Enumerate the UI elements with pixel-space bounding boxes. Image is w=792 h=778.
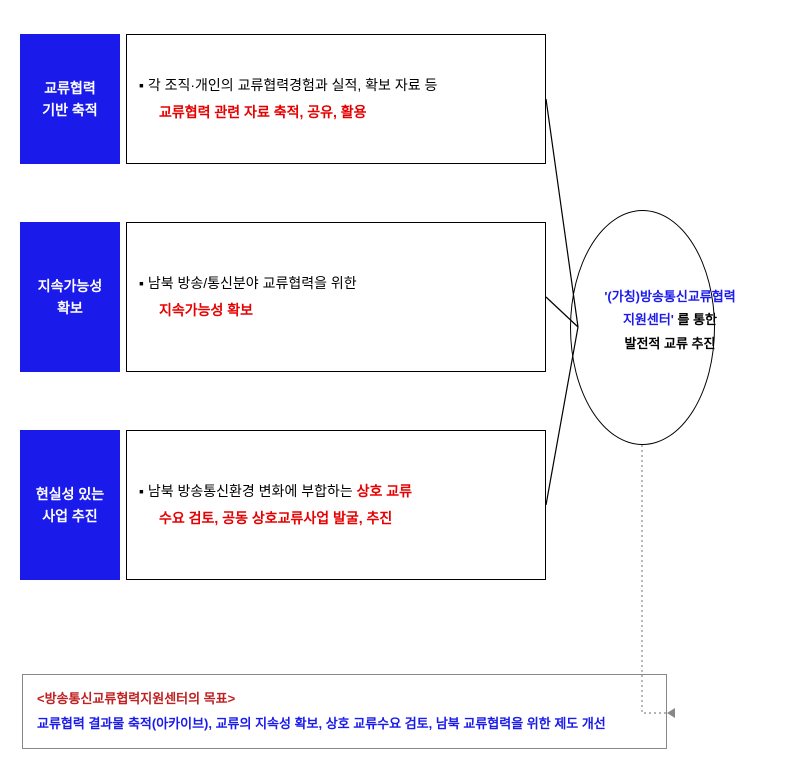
bullet-icon: ▪ xyxy=(139,275,148,291)
row-3-label-line2: 사업 추진 xyxy=(42,505,97,527)
row-2-content: ▪ 남북 방송/통신분야 교류협력을 위한 지속가능성 확보 xyxy=(126,222,546,372)
goal-body: 교류협력 결과물 축적(아카이브), 교류의 지속성 확보, 상호 교류수요 검… xyxy=(37,712,652,737)
row-1: 교류협력 기반 축적 ▪ 각 조직·개인의 교류협력경험과 실적, 확보 자료 … xyxy=(20,34,546,164)
ellipse-line2-blue: 지원센터' xyxy=(623,312,674,327)
row-3-red-1: 상호 교류 xyxy=(357,483,412,499)
row-2: 지속가능성 확보 ▪ 남북 방송/통신분야 교류협력을 위한 지속가능성 확보 xyxy=(20,222,546,372)
row-3-label: 현실성 있는 사업 추진 xyxy=(20,430,120,580)
row-3: 현실성 있는 사업 추진 ▪ 남북 방송통신환경 변화에 부합하는 상호 교류 … xyxy=(20,430,546,580)
row-1-label-line1: 교류협력 xyxy=(44,77,96,99)
ellipse-text: '(가칭)방송통신교류협력 지원센터' 를 통한 발전적 교류 추진 xyxy=(570,285,770,355)
goal-box: <방송통신교류협력지원센터의 목표> 교류협력 결과물 축적(아카이브), 교류… xyxy=(22,674,667,749)
row-1-label-line2: 기반 축적 xyxy=(42,99,97,121)
row-2-black: 남북 방송/통신분야 교류협력을 위한 xyxy=(148,275,357,291)
ellipse-line1: '(가칭)방송통신교류협력 xyxy=(604,289,735,304)
row-2-label: 지속가능성 확보 xyxy=(20,222,120,372)
row-3-black-1: 남북 방송통신환경 변화에 부합하는 xyxy=(148,483,357,499)
row-1-label: 교류협력 기반 축적 xyxy=(20,34,120,164)
ellipse-line3: 발전적 교류 추진 xyxy=(625,336,716,351)
row-3-label-line1: 현실성 있는 xyxy=(36,483,104,505)
row-1-red: 교류협력 관련 자료 축적, 공유, 활용 xyxy=(159,104,367,120)
row-1-content: ▪ 각 조직·개인의 교류협력경험과 실적, 확보 자료 등 교류협력 관련 자… xyxy=(126,34,546,164)
bullet-icon: ▪ xyxy=(139,77,148,93)
bullet-icon: ▪ xyxy=(139,483,148,499)
row-2-text: ▪ 남북 방송/통신분야 교류협력을 위한 xyxy=(139,270,533,297)
row-3-red-2: 수요 검토, 공동 상호교류사업 발굴, 추진 xyxy=(159,510,392,526)
row-3-text-line1: ▪ 남북 방송통신환경 변화에 부합하는 상호 교류 xyxy=(139,478,533,505)
row-2-label-line2: 확보 xyxy=(57,297,83,319)
row-2-red: 지속가능성 확보 xyxy=(159,302,253,318)
goal-title: <방송통신교류협력지원센터의 목표> xyxy=(37,687,652,712)
ellipse-line2-black: 를 통한 xyxy=(674,312,717,327)
row-1-text: ▪ 각 조직·개인의 교류협력경험과 실적, 확보 자료 등 xyxy=(139,72,533,99)
row-2-label-line1: 지속가능성 xyxy=(38,275,102,297)
row-1-black: 각 조직·개인의 교류협력경험과 실적, 확보 자료 등 xyxy=(148,77,438,93)
row-3-content: ▪ 남북 방송통신환경 변화에 부합하는 상호 교류 수요 검토, 공동 상호교… xyxy=(126,430,546,580)
